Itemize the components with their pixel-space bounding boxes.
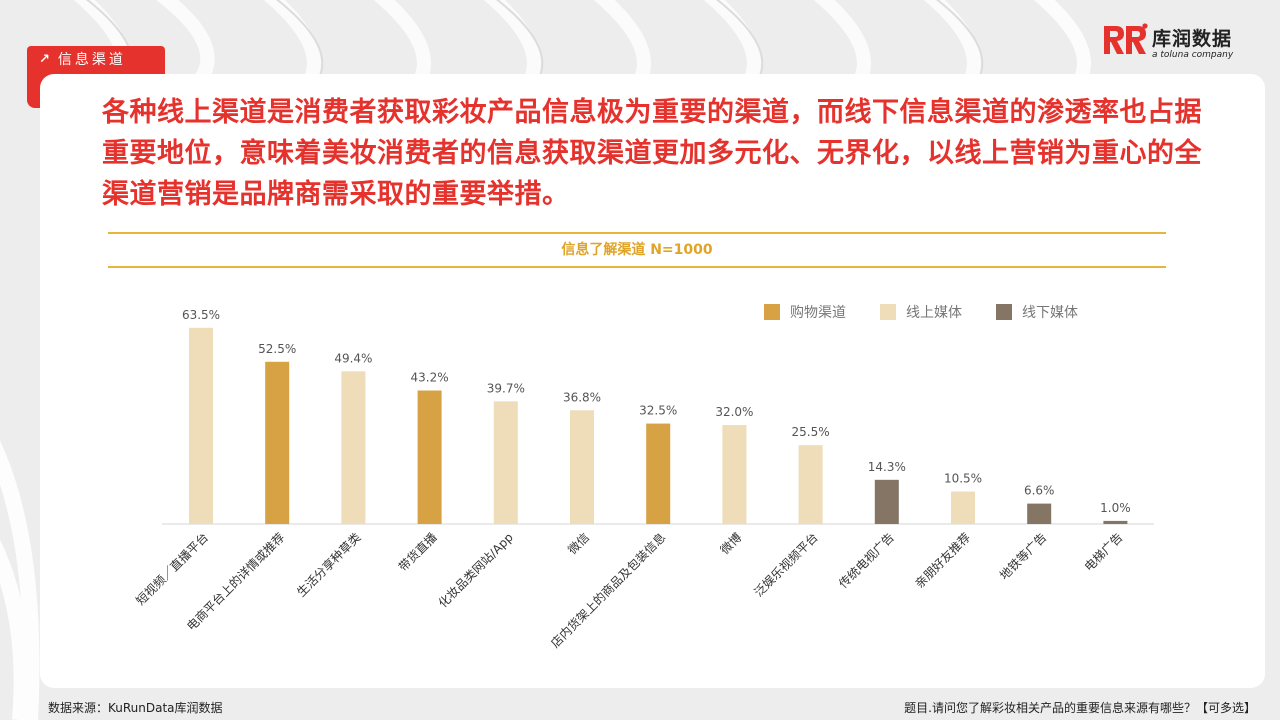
data-label: 39.7% [487,381,525,395]
data-label: 63.5% [182,308,220,322]
brand-tagline: a toluna company [1152,50,1234,60]
category-tick-label: 带货直播 [395,530,440,575]
data-label: 6.6% [1024,484,1055,498]
data-label: 32.0% [715,405,753,419]
data-source-note: 数据来源：KuRunData库润数据 [48,701,223,715]
data-label: 43.2% [411,371,449,385]
category-tick-label: 泛娱乐视频平台 [751,530,821,600]
data-label: 52.5% [258,342,296,356]
bar [417,390,442,524]
bar [1027,503,1052,524]
bar [341,371,366,524]
survey-question-note: 题目.请问您了解彩妆相关产品的重要信息来源有哪些？【可多选】 [904,701,1256,715]
bar [874,479,899,524]
category-tick-label: 生活分享种草类 [294,530,364,600]
chart-title: 信息了解渠道 N=1000 [561,242,713,258]
section-tag-label: 信息渠道 [57,52,126,68]
data-label: 25.5% [792,425,830,439]
chart-title-band: 信息了解渠道 N=1000 [108,232,1166,268]
brand-name: 库润数据 [1152,28,1233,50]
headline-text: 各种线上渠道是消费者获取彩妆产品信息极为重要的渠道，而线下信息渠道的渗透率也占据… [102,97,1202,210]
category-tick-label: 电梯广告 [1082,530,1126,574]
legend-item: 购物渠道 [764,302,846,322]
legend-swatch [764,304,780,320]
bar [722,425,747,524]
bar [265,361,290,524]
category-tick-label: 化妆品类网站/App [436,530,516,610]
category-tick-label: 地铁等广告 [997,530,1049,582]
data-label: 14.3% [868,460,906,474]
legend-label: 购物渠道 [790,305,846,321]
legend-item: 线上媒体 [880,302,962,322]
legend-swatch [996,304,1012,320]
brand-logo: 库润数据 a toluna company [1102,22,1252,64]
data-label: 32.5% [639,404,677,418]
chart-legend: 购物渠道 线上媒体 线下媒体 [764,302,1078,322]
legend-label: 线上媒体 [906,305,962,321]
category-tick-label: 短视频／直播平台 [133,530,211,608]
bar [189,327,213,524]
legend-swatch [880,304,896,320]
category-tick-label: 亲朋好友推荐 [912,530,973,591]
kr-logo-mark-icon [1104,23,1148,54]
bar [951,491,975,524]
category-tick-label: 传统电视广告 [835,530,897,592]
legend-item: 线下媒体 [996,302,1078,322]
data-label: 10.5% [944,472,982,486]
category-tick-label: 微博 [717,530,745,558]
data-label: 1.0% [1100,501,1131,515]
bar [1103,520,1128,524]
bar [570,410,594,524]
content-card [40,74,1265,688]
bar [493,401,518,524]
data-label: 49.4% [334,351,372,365]
legend-label: 线下媒体 [1022,305,1078,321]
bar [646,423,671,524]
category-tick-label: 微信 [565,530,592,557]
bar [798,445,823,524]
data-label: 36.8% [563,390,601,404]
arrow-up-right-icon: ↗ [39,51,50,67]
